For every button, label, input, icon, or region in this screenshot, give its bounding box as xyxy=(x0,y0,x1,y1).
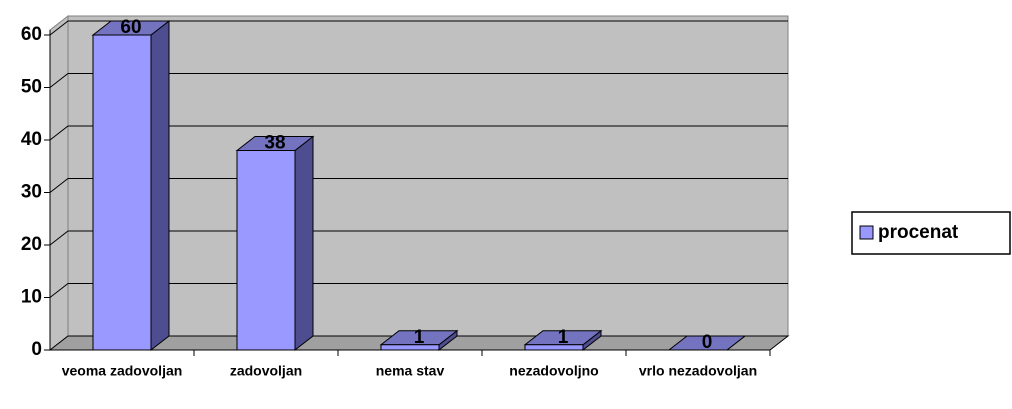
x-tick-label: vrlo nezadovoljan xyxy=(639,363,757,379)
legend-swatch xyxy=(859,225,874,240)
value-label: 1 xyxy=(414,327,425,348)
grid-line xyxy=(49,283,788,298)
bar-front xyxy=(92,34,152,351)
y-tick-label: 20 xyxy=(21,234,42,255)
y-tick-label: 30 xyxy=(21,182,42,203)
grid-line xyxy=(49,73,788,88)
x-tick-label: nezadovoljno xyxy=(509,363,598,379)
marks xyxy=(91,19,747,352)
back-wall xyxy=(67,15,789,337)
side-wall xyxy=(49,14,69,352)
bar-front xyxy=(236,150,296,351)
x-tick-label: zadovoljan xyxy=(230,363,302,379)
grid-line xyxy=(49,125,788,141)
grid-line xyxy=(49,20,788,36)
y-tick-label: 60 xyxy=(21,24,42,45)
bar-front xyxy=(380,344,440,351)
y-tick-label: 50 xyxy=(21,77,42,98)
grid-line xyxy=(49,178,788,193)
bar xyxy=(379,329,459,352)
legend-box xyxy=(851,211,1011,255)
bar-top xyxy=(667,335,747,351)
bar xyxy=(667,335,747,351)
x-tick-label: veoma zadovoljan xyxy=(62,363,183,379)
y-tick-label: 40 xyxy=(21,129,42,150)
value-label: 60 xyxy=(120,17,141,38)
value-label: 1 xyxy=(558,327,569,348)
x-tick-label: nema stav xyxy=(376,363,445,379)
bar xyxy=(523,329,603,352)
y-tick-label: 10 xyxy=(21,287,42,308)
bar-front xyxy=(524,344,584,351)
bar-side xyxy=(150,19,170,352)
value-label: 0 xyxy=(702,332,713,353)
value-label: 38 xyxy=(264,133,285,154)
bar xyxy=(91,19,171,352)
y-tick-label: 0 xyxy=(31,339,42,360)
grid-line xyxy=(49,230,788,246)
bar xyxy=(235,135,315,352)
bar-side xyxy=(294,135,314,352)
legend-label: procenat xyxy=(878,222,959,243)
